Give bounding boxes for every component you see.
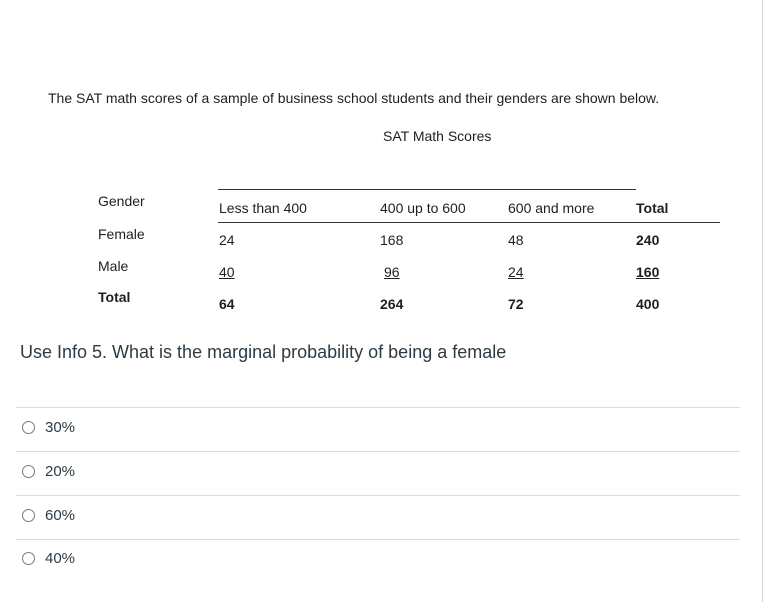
page-border (762, 0, 763, 602)
table-top-rule (218, 189, 636, 190)
answer-option[interactable]: 20% (22, 463, 75, 480)
table-title: SAT Math Scores (383, 128, 492, 144)
answer-option[interactable]: 60% (22, 507, 75, 524)
table-cell: 72 (508, 296, 524, 312)
answer-label: 60% (45, 507, 76, 524)
col-header-less-400: Less than 400 (219, 200, 307, 216)
table-cell-total: 160 (636, 264, 660, 280)
col-header-400-600: 400 up to 600 (380, 200, 466, 216)
question-text: Use Info 5. What is the marginal probabi… (20, 342, 507, 362)
radio-button[interactable] (22, 552, 35, 565)
row-label-male: Male (98, 258, 129, 274)
table-cell-total: 240 (636, 232, 660, 248)
answer-option[interactable]: 30% (22, 419, 75, 436)
col-header-total: Total (636, 200, 669, 216)
table-cell: 24 (219, 232, 235, 248)
answer-label: 40% (45, 550, 76, 567)
table-header-rule (218, 222, 720, 223)
row-label-total: Total (98, 289, 131, 305)
col-header-600-more: 600 and more (508, 200, 595, 216)
answer-option[interactable]: 40% (22, 550, 75, 567)
table-cell: 168 (380, 232, 404, 248)
table-cell-total: 400 (636, 296, 660, 312)
table-cell: 40 (219, 264, 235, 280)
answer-divider (16, 407, 740, 408)
row-header-gender: Gender (98, 193, 145, 209)
table-cell: 64 (219, 296, 235, 312)
table-cell: 24 (508, 264, 524, 280)
answer-divider (16, 495, 740, 496)
answer-divider (16, 539, 740, 540)
answer-divider (16, 451, 740, 452)
answer-label: 20% (45, 463, 76, 480)
table-cell: 264 (380, 296, 404, 312)
intro-text: The SAT math scores of a sample of busin… (48, 90, 660, 106)
radio-button[interactable] (22, 465, 35, 478)
table-cell: 48 (508, 232, 524, 248)
answer-label: 30% (45, 419, 76, 436)
radio-button[interactable] (22, 509, 35, 522)
table-cell: 96 (384, 264, 400, 280)
row-label-female: Female (98, 226, 145, 242)
radio-button[interactable] (22, 421, 35, 434)
